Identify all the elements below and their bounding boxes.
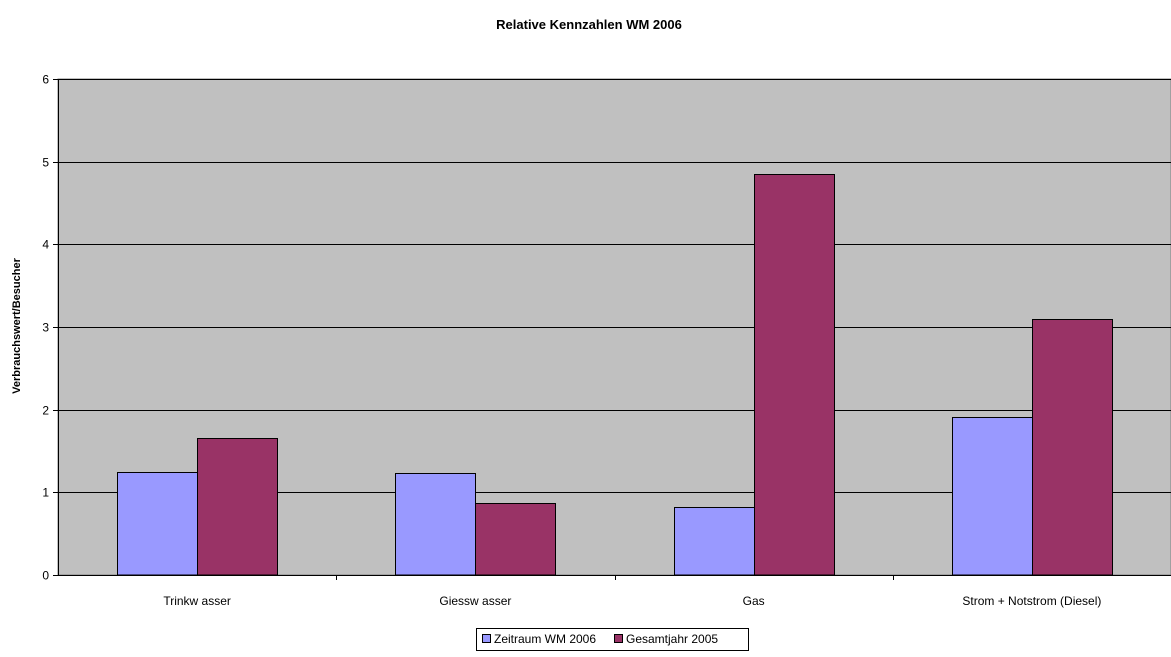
axes: 0 1 2 3 4 5 6 Trinkw asser Giessw asser Gas Strom …: [42, 73, 1171, 608]
y-tick-label: 6: [42, 73, 49, 87]
chart-title: Relative Kennzahlen WM 2006: [496, 17, 682, 32]
x-tick-label: Strom + Notstrom (Diesel): [962, 594, 1101, 608]
bar: [1032, 319, 1113, 576]
legend-swatch: [482, 634, 491, 643]
y-tick-label: 3: [42, 321, 49, 335]
y-tick-label: 1: [42, 486, 49, 500]
y-tick-label: 5: [42, 156, 49, 170]
bar: [674, 507, 755, 576]
x-tick-label: Trinkw asser: [163, 594, 231, 608]
bar: [117, 472, 198, 576]
y-tick-label: 4: [42, 238, 49, 252]
x-tick-label: Gas: [743, 594, 765, 608]
legend-swatch: [614, 634, 623, 643]
x-tick-label: Giessw asser: [439, 594, 511, 608]
y-tick-label: 2: [42, 404, 49, 418]
bar: [395, 473, 476, 576]
legend-box: [476, 628, 749, 651]
bar: [475, 503, 556, 576]
legend-label: Zeitraum WM 2006: [494, 632, 596, 646]
bar: [952, 417, 1033, 576]
y-tick-label: 0: [42, 569, 49, 583]
legend-label: Gesamtjahr 2005: [626, 632, 718, 646]
bar: [197, 438, 278, 576]
y-axis-label: Verbrauchswert/Besucher: [11, 257, 23, 393]
legend: Zeitraum WM 2006 Gesamtjahr 2005: [476, 628, 749, 651]
bar: [754, 174, 835, 576]
